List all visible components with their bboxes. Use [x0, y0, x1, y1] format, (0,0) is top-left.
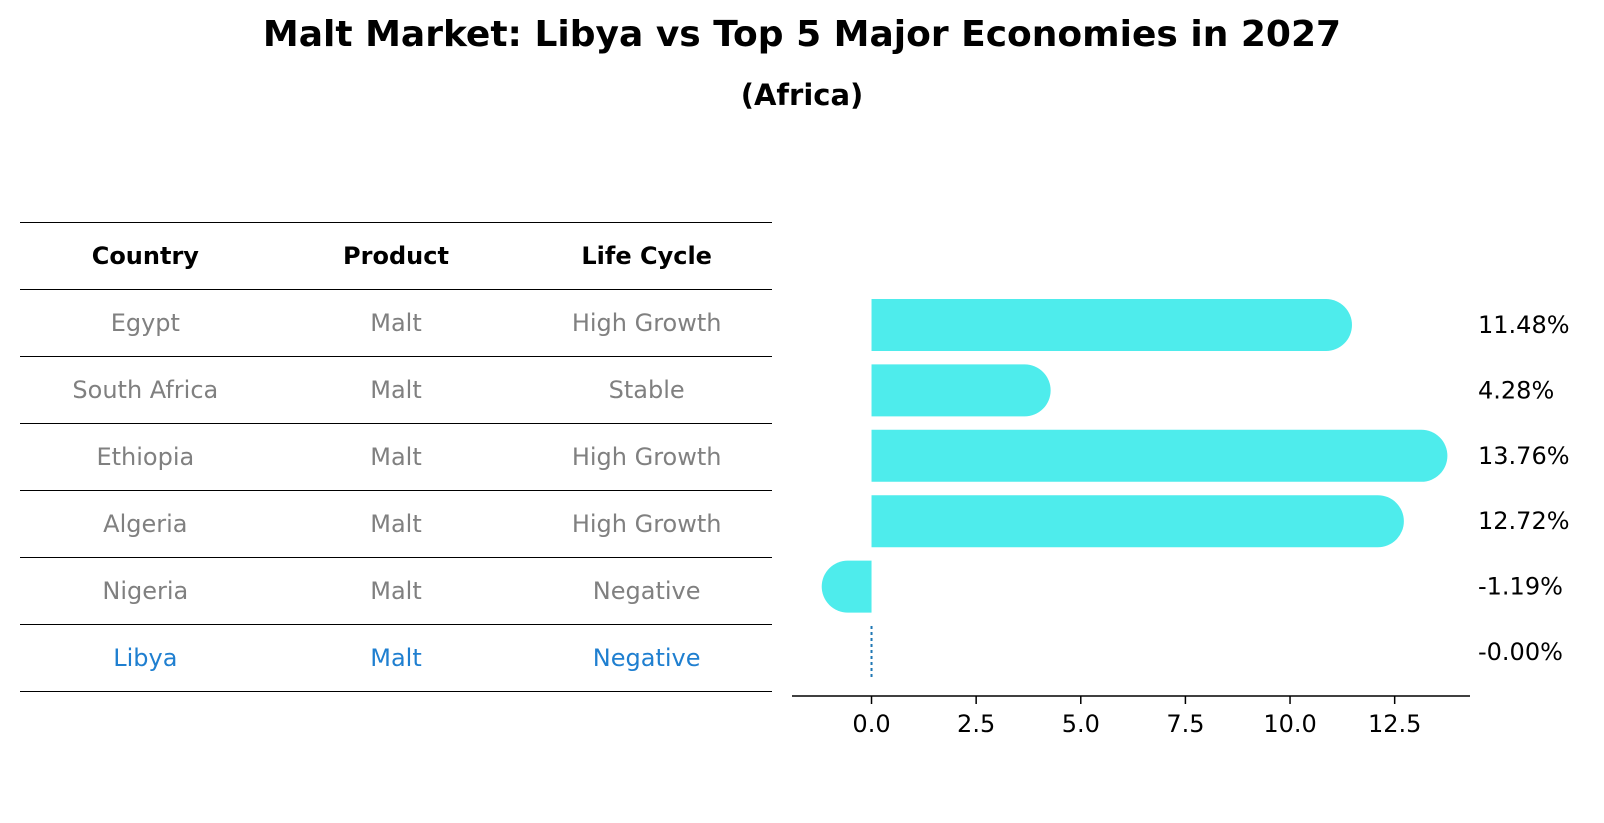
bar: [871, 429, 1448, 482]
cell-country: Egypt: [20, 289, 271, 357]
cell-product: Malt: [270, 356, 522, 424]
x-tick-label: 7.5: [1166, 710, 1204, 738]
bar: [871, 364, 1051, 417]
header-life-cycle: Life Cycle: [521, 222, 772, 290]
table-row: Ethiopia Malt High Growth: [20, 423, 772, 491]
header-product: Product: [270, 222, 522, 290]
cell-country: South Africa: [20, 356, 271, 424]
cell-product: Malt: [270, 289, 522, 357]
cell-product: Malt: [270, 557, 522, 625]
x-tick-label: 0.0: [852, 710, 890, 738]
page-title: Malt Market: Libya vs Top 5 Major Econom…: [262, 14, 1342, 55]
x-tick-label: 2.5: [957, 710, 995, 738]
cell-product: Malt: [270, 423, 522, 491]
cell-life-cycle: Stable: [521, 356, 772, 424]
bar-value-label: 13.76%: [1478, 442, 1570, 470]
cell-life-cycle: Negative: [521, 624, 772, 692]
cell-life-cycle: Negative: [521, 557, 772, 625]
life-cycle-table: Country Product Life Cycle Egypt Malt Hi…: [20, 222, 772, 692]
table-row: Algeria Malt High Growth: [20, 490, 772, 558]
table-row-highlighted: Libya Malt Negative: [20, 624, 772, 692]
bar: [821, 560, 872, 613]
cell-product: Malt: [270, 490, 522, 558]
cell-life-cycle: High Growth: [521, 490, 772, 558]
bar-value-label: 4.28%: [1478, 376, 1554, 404]
cell-life-cycle: High Growth: [521, 289, 772, 357]
bar-value-label: -1.19%: [1478, 573, 1563, 601]
page-subtitle: (Africa): [740, 78, 864, 112]
x-tick-label: 12.5: [1368, 710, 1421, 738]
x-tick-label: 5.0: [1062, 710, 1100, 738]
table-row: South Africa Malt Stable: [20, 356, 772, 424]
bar: [871, 299, 1352, 351]
bar-value-label: 11.48%: [1478, 311, 1570, 339]
table-header-row: Country Product Life Cycle: [20, 222, 772, 290]
cell-life-cycle: High Growth: [521, 423, 772, 491]
x-tick-label: 10.0: [1263, 710, 1316, 738]
cell-country: Nigeria: [20, 557, 271, 625]
bar: [871, 495, 1404, 548]
cell-country: Libya: [20, 624, 271, 692]
bar-value-label: -0.00%: [1478, 638, 1563, 666]
cell-country: Ethiopia: [20, 423, 271, 491]
cell-product: Malt: [270, 624, 522, 692]
table-row: Nigeria Malt Negative: [20, 557, 772, 625]
table-row: Egypt Malt High Growth: [20, 289, 772, 357]
cell-country: Algeria: [20, 490, 271, 558]
header-country: Country: [20, 222, 271, 290]
bar-value-label: 12.72%: [1478, 507, 1570, 535]
